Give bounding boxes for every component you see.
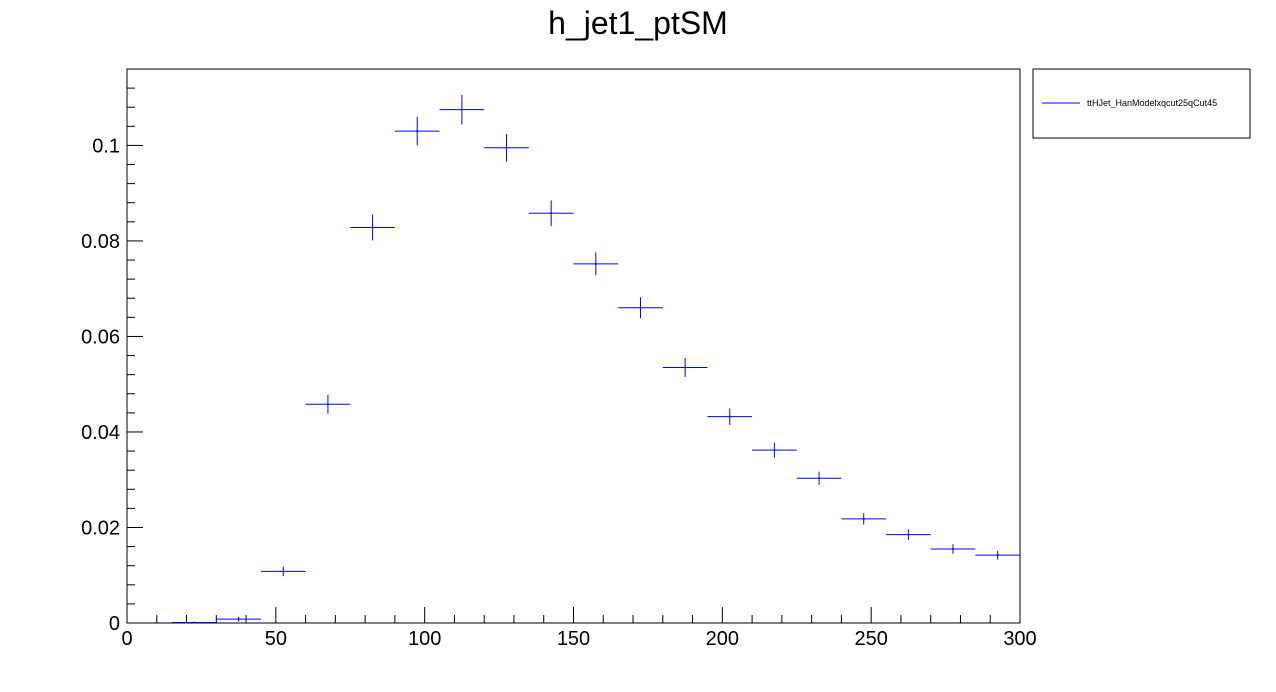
y-tick-label: 0.04: [81, 422, 120, 444]
data-point: [350, 214, 395, 241]
data-point: [886, 529, 931, 540]
point-marker: [862, 517, 865, 520]
y-tick-label: 0.1: [92, 135, 120, 157]
point-marker: [326, 403, 329, 406]
x-tick-label: 0: [121, 628, 132, 650]
point-marker: [728, 415, 731, 418]
data-point: [707, 408, 753, 425]
data-point: [573, 252, 619, 276]
data-point: [305, 394, 351, 414]
y-tick-label: 0.02: [81, 517, 120, 539]
data-point: [260, 566, 306, 577]
data-point: [752, 442, 797, 458]
x-axis: 0 50 100 150 200 250 300: [121, 607, 1037, 650]
x-tick-label: 200: [706, 628, 739, 650]
y-tick-label: 0: [109, 613, 120, 635]
data-points: [171, 94, 1020, 624]
data-point: [528, 200, 574, 227]
legend: ttHJet_HanModelxqcut25qCut45: [1032, 68, 1251, 139]
y-axis: 0 0.02 0.04 0.06 0.08 0.1: [81, 68, 143, 635]
chart-title: h_jet1_ptSM: [548, 5, 728, 41]
data-point: [662, 357, 708, 378]
point-marker: [460, 108, 463, 111]
point-marker: [773, 449, 776, 452]
x-tick-label: 250: [854, 628, 887, 650]
data-point: [618, 297, 663, 319]
data-point: [171, 621, 217, 624]
point-marker: [952, 547, 955, 550]
point-marker: [996, 554, 999, 557]
point-marker: [282, 570, 285, 573]
point-marker: [594, 262, 597, 265]
point-marker: [505, 146, 508, 149]
point-marker: [818, 477, 821, 480]
x-tick-label: 50: [265, 628, 287, 650]
data-point: [484, 133, 529, 162]
plot-frame: [126, 68, 1021, 624]
data-point: [439, 94, 485, 125]
point-marker: [639, 306, 642, 309]
point-marker: [684, 366, 687, 369]
point-marker: [237, 618, 240, 621]
x-tick-label: 150: [557, 628, 590, 650]
y-tick-label: 0.06: [81, 326, 120, 348]
x-tick-label: 100: [408, 628, 441, 650]
point-marker: [371, 226, 374, 229]
point-marker: [907, 533, 910, 536]
data-point: [394, 116, 440, 146]
y-tick-label: 0.08: [81, 231, 120, 253]
data-point: [796, 471, 842, 485]
legend-label: ttHJet_HanModelxqcut25qCut45: [1087, 98, 1217, 108]
data-point: [930, 544, 976, 554]
data-point: [975, 550, 1020, 560]
point-marker: [416, 130, 419, 133]
data-point: [216, 616, 261, 622]
x-tick-label: 300: [1003, 628, 1036, 650]
point-marker: [550, 212, 553, 215]
point-marker: [192, 621, 195, 624]
data-point: [841, 513, 887, 525]
